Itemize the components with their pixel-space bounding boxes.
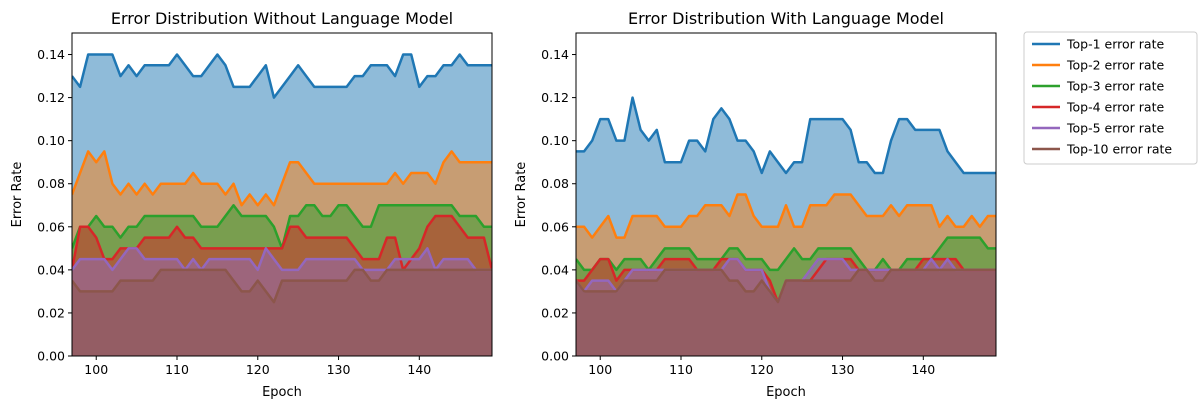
chart-title: Error Distribution With Language Model — [628, 9, 944, 28]
y-tick-label: 0.06 — [37, 219, 65, 234]
line-top-1-error-rate — [576, 96, 996, 175]
x-tick-label: 120 — [246, 362, 270, 377]
axes-frame — [71, 32, 493, 357]
area-top-10-error-rate — [576, 269, 996, 356]
line-top-10-error-rate — [576, 268, 996, 304]
x-tick-label: 140 — [407, 362, 431, 377]
x-tick-label: 130 — [831, 362, 855, 377]
legend-label: Top-5 error rate — [1066, 121, 1164, 136]
x-tick-label: 140 — [911, 362, 935, 377]
legend: Top-1 error rate Top-2 error rate Top-3 er… — [1023, 31, 1198, 165]
y-tick-label: 0.04 — [541, 262, 569, 277]
legend-label: Top-10 error rate — [1066, 142, 1172, 157]
x-tick-label: 110 — [165, 362, 189, 377]
x-tick-label: 100 — [84, 362, 108, 377]
y-tick-label: 0.10 — [37, 133, 65, 148]
chart-without-language-model: Error Distribution Without Language Mode… — [10, 9, 493, 400]
legend-label: Top-4 error rate — [1066, 100, 1164, 115]
area-top-10-error-rate — [72, 269, 492, 356]
y-tick-label: 0.02 — [37, 305, 65, 320]
x-axis-label: Epoch — [766, 385, 806, 400]
line-top-2-error-rate — [576, 193, 996, 239]
y-tick-label: 0.08 — [541, 176, 569, 191]
y-tick-label: 0.14 — [541, 47, 569, 62]
chart-with-language-model: Error Distribution With Language Model E… — [514, 9, 997, 400]
x-tick-label: 120 — [750, 362, 774, 377]
plot-area — [576, 96, 996, 356]
line-top-2-error-rate — [72, 150, 492, 207]
x-axis-label: Epoch — [262, 385, 302, 400]
line-top-5-error-rate — [72, 247, 492, 272]
y-tick-label: 0.10 — [541, 133, 569, 148]
y-tick-label: 0.08 — [37, 176, 65, 191]
line-top-1-error-rate — [72, 53, 492, 99]
line-top-10-error-rate — [72, 268, 492, 304]
y-tick-label: 0.12 — [541, 90, 569, 105]
axes-frame — [575, 32, 997, 357]
y-tick-label: 0.04 — [37, 262, 65, 277]
legend-label: Top-3 error rate — [1066, 79, 1164, 94]
line-top-4-error-rate — [72, 214, 492, 272]
x-tick-label: 110 — [669, 362, 693, 377]
y-tick-label: 0.14 — [37, 47, 65, 62]
y-axis-label: Error Rate — [514, 162, 529, 228]
plot-area — [72, 53, 492, 356]
x-tick-label: 100 — [588, 362, 612, 377]
chart-title: Error Distribution Without Language Mode… — [111, 9, 453, 28]
x-tick-label: 130 — [327, 362, 351, 377]
y-tick-label: 0.02 — [541, 305, 569, 320]
y-tick-label: 0.06 — [541, 219, 569, 234]
legend-label: Top-1 error rate — [1066, 37, 1164, 52]
y-tick-label: 0.00 — [541, 349, 569, 364]
y-tick-label: 0.12 — [37, 90, 65, 105]
legend-label: Top-2 error rate — [1066, 58, 1164, 73]
y-tick-label: 0.00 — [37, 349, 65, 364]
y-axis-label: Error Rate — [10, 162, 25, 228]
legend-box — [1023, 31, 1198, 165]
